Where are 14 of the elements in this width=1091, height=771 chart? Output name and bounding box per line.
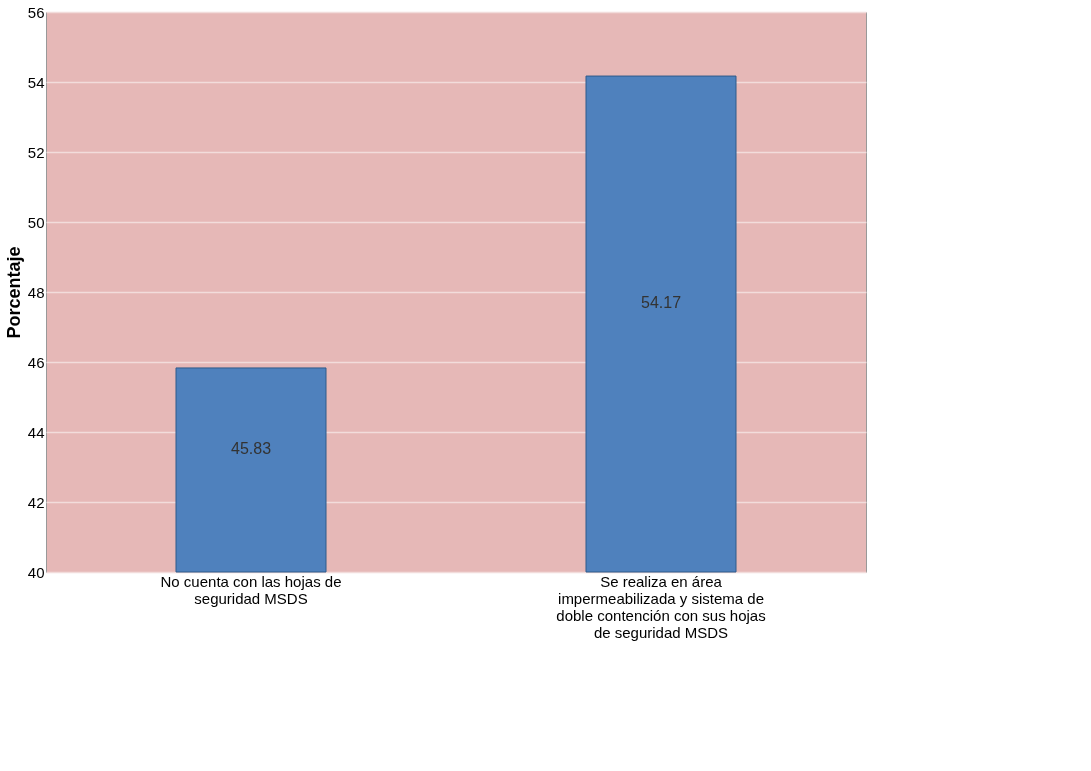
x-tick-label: Se realiza en área impermeabilizada y sistema de doble contención con sus hojas de seguridad MSDS <box>556 572 766 641</box>
y-tick-label: 46 <box>27 353 45 371</box>
x-tick-label: No cuenta con las hojas de seguridad MSDS <box>160 572 342 607</box>
y-tick-label: 40 <box>27 563 45 581</box>
y-tick-label: 48 <box>27 283 45 301</box>
y-axis-title: Porcentaje <box>3 246 24 339</box>
y-tick-label: 50 <box>27 213 45 231</box>
y-tick-label: 52 <box>27 143 45 161</box>
y-tick-label: 54 <box>27 73 45 91</box>
data-label: 45.83 <box>230 439 272 457</box>
y-tick-label: 42 <box>27 493 45 511</box>
y-tick-label: 44 <box>27 423 45 441</box>
data-label: 54.17 <box>640 294 682 312</box>
y-tick-label: 56 <box>27 3 45 21</box>
